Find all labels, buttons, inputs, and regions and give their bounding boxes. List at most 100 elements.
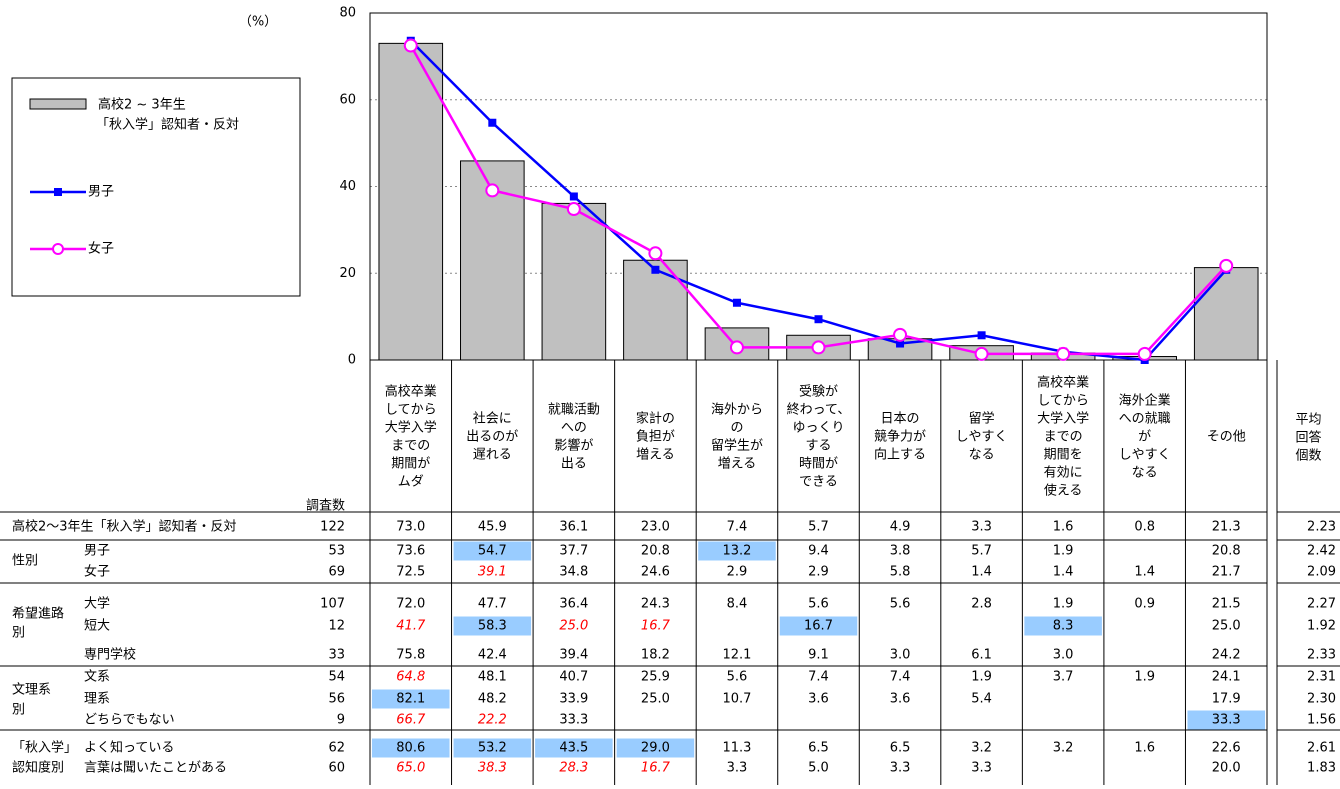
table-cell: 1.6 xyxy=(1134,741,1155,756)
table-cell: 9.4 xyxy=(808,544,829,559)
table-cell: 6.5 xyxy=(890,741,911,756)
group-label: 別 xyxy=(12,703,25,718)
row-label: よく知っている xyxy=(84,740,174,756)
group-label: 認知度別 xyxy=(12,760,64,776)
table-cell: 17.9 xyxy=(1212,692,1241,707)
table-cell: 5.6 xyxy=(808,597,829,612)
marker xyxy=(977,331,986,340)
table-cell: 1.4 xyxy=(971,565,992,580)
category-label: しやすく xyxy=(956,430,1008,445)
row-label: 短大 xyxy=(84,619,110,634)
table-cell: 2.9 xyxy=(808,565,829,580)
table-cell: 20.8 xyxy=(641,544,670,559)
count-header: 調査数 xyxy=(306,499,345,514)
table-cell: 3.3 xyxy=(727,761,748,776)
table-cell: 22.6 xyxy=(1212,741,1241,756)
table-cell: 5.0 xyxy=(808,761,829,776)
marker xyxy=(974,346,989,361)
table-cell: 5.6 xyxy=(727,670,748,685)
table-cell: 65.0 xyxy=(396,761,425,776)
group-label: 「秋入学」 xyxy=(12,740,77,756)
table-count: 33 xyxy=(328,648,345,663)
table-cell: 40.7 xyxy=(559,670,588,685)
table-cell: 8.3 xyxy=(1053,619,1074,634)
table-cell: 38.3 xyxy=(478,761,507,776)
category-label: 負担が xyxy=(636,430,675,445)
table-cell: 54.7 xyxy=(478,544,507,559)
table-cell: 1.6 xyxy=(1053,520,1074,535)
table-cell: 28.3 xyxy=(559,761,588,776)
category-label: が xyxy=(1138,430,1151,445)
group-label: 性別 xyxy=(12,554,38,569)
table-cell: 39.1 xyxy=(478,565,507,580)
marker xyxy=(485,183,500,198)
table-cell: 64.8 xyxy=(396,670,425,685)
table-cell: 73.6 xyxy=(396,544,425,559)
table-cell: 8.4 xyxy=(727,597,748,612)
category-label: 出る xyxy=(561,457,587,472)
marker xyxy=(569,192,578,201)
table-cell: 20.0 xyxy=(1212,761,1241,776)
table-count: 53 xyxy=(328,544,345,559)
category-label: 期間が xyxy=(391,457,430,472)
cell-highlight xyxy=(535,738,613,758)
table-cell: 39.4 xyxy=(559,648,588,663)
table-avg: 1.83 xyxy=(1307,761,1336,776)
category-label: 海外企業 xyxy=(1119,393,1171,409)
category-label: 終わって、 xyxy=(787,402,851,418)
category-label: 高校卒業 xyxy=(385,384,437,400)
table-avg: 1.92 xyxy=(1307,619,1336,634)
category-label: ムダ xyxy=(398,475,424,490)
table-cell: 3.6 xyxy=(808,692,829,707)
avg-header: 個数 xyxy=(1295,449,1321,464)
table-cell: 37.7 xyxy=(559,544,588,559)
bar xyxy=(378,42,444,361)
legend-label: 男子 xyxy=(88,185,114,200)
table-count: 12 xyxy=(328,619,345,634)
table-cell: 48.1 xyxy=(478,670,507,685)
table-cell: 16.7 xyxy=(804,619,833,634)
table-cell: 9.1 xyxy=(808,648,829,663)
table-cell: 21.7 xyxy=(1212,565,1241,580)
avg-header: 平均 xyxy=(1295,413,1321,428)
category-label: その他 xyxy=(1207,430,1246,445)
category-label: 影響が xyxy=(554,438,593,454)
table-cell: 11.3 xyxy=(722,741,751,756)
table-avg: 2.61 xyxy=(1307,741,1336,756)
marker xyxy=(1056,346,1071,361)
table-cell: 41.7 xyxy=(396,619,426,634)
table-count: 69 xyxy=(328,565,345,580)
marker xyxy=(648,246,663,261)
table-avg: 1.56 xyxy=(1307,713,1336,728)
table-cell: 16.7 xyxy=(641,619,671,634)
y-tick-label: 80 xyxy=(339,6,356,21)
y-axis-label: （%） xyxy=(239,15,277,30)
cell-highlight xyxy=(698,541,776,561)
category-label: までの xyxy=(1044,430,1083,445)
category-label: 有効に xyxy=(1044,466,1083,481)
category-label: しやすく xyxy=(1119,448,1171,463)
table-cell: 6.5 xyxy=(808,741,829,756)
marker xyxy=(651,265,660,274)
table-avg: 2.31 xyxy=(1307,670,1336,685)
category-label: 時間が xyxy=(799,457,838,472)
table-count: 56 xyxy=(328,692,345,707)
legend-label: 高校2 ~ 3年生 xyxy=(98,97,186,113)
table-cell: 6.1 xyxy=(971,648,992,663)
table-cell: 43.5 xyxy=(559,741,588,756)
table-cell: 45.9 xyxy=(478,520,507,535)
table-cell: 20.8 xyxy=(1212,544,1241,559)
category-label: する xyxy=(805,439,831,454)
table-count: 62 xyxy=(328,741,345,756)
table-cell: 48.2 xyxy=(478,692,507,707)
table-cell: 4.9 xyxy=(890,520,911,535)
table-avg: 2.23 xyxy=(1307,520,1336,535)
table-cell: 21.3 xyxy=(1212,520,1241,535)
table-cell: 24.6 xyxy=(641,565,670,580)
row-label: 高校2～3年生「秋入学」認知者・反対 xyxy=(12,519,237,535)
category-label: 大学入学 xyxy=(385,420,437,436)
table-avg: 2.27 xyxy=(1307,597,1336,612)
table-cell: 1.4 xyxy=(1053,565,1074,580)
category-label: なる xyxy=(1132,466,1158,481)
table-cell: 3.3 xyxy=(971,761,992,776)
